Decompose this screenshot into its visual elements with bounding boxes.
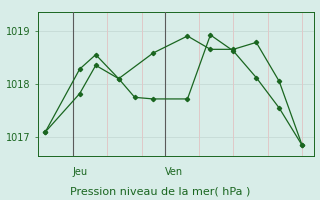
Text: Pression niveau de la mer( hPa ): Pression niveau de la mer( hPa ): [70, 186, 250, 196]
Text: Ven: Ven: [164, 167, 183, 177]
Text: Jeu: Jeu: [73, 167, 88, 177]
